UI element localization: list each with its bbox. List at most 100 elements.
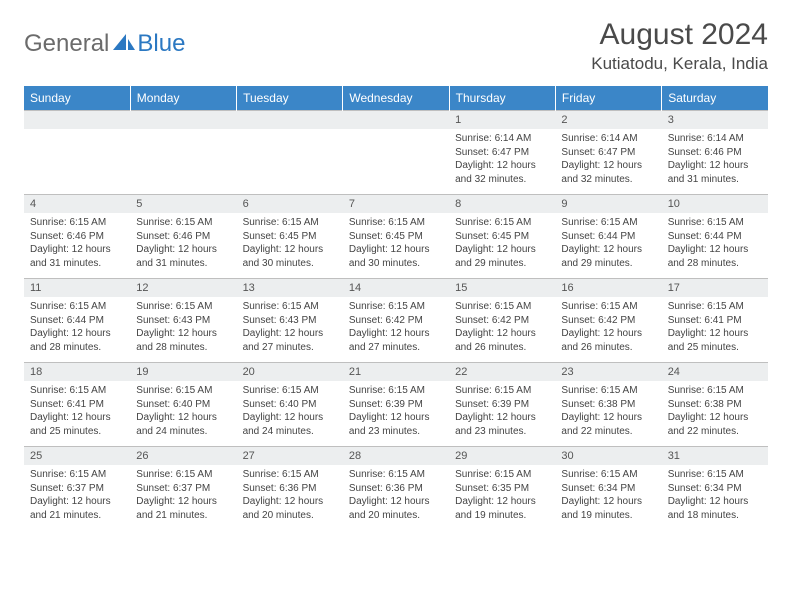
sunset-line: Sunset: 6:38 PM (668, 398, 762, 412)
day-number: 11 (24, 279, 130, 298)
sunset-line: Sunset: 6:37 PM (30, 482, 124, 496)
day-cell: Sunrise: 6:15 AMSunset: 6:40 PMDaylight:… (237, 381, 343, 447)
day-cell: Sunrise: 6:14 AMSunset: 6:46 PMDaylight:… (662, 129, 768, 195)
daylight-line: Daylight: 12 hours and 28 minutes. (668, 243, 762, 270)
day-cell: Sunrise: 6:15 AMSunset: 6:44 PMDaylight:… (24, 297, 130, 363)
daylight-line: Daylight: 12 hours and 29 minutes. (455, 243, 549, 270)
daylight-line: Daylight: 12 hours and 21 minutes. (136, 495, 230, 522)
daylight-line: Daylight: 12 hours and 29 minutes. (561, 243, 655, 270)
sunrise-line: Sunrise: 6:15 AM (561, 300, 655, 314)
sunrise-line: Sunrise: 6:15 AM (243, 468, 337, 482)
day-number: 24 (662, 363, 768, 382)
sunrise-line: Sunrise: 6:15 AM (30, 216, 124, 230)
day-body-row: Sunrise: 6:15 AMSunset: 6:44 PMDaylight:… (24, 297, 768, 363)
day-cell: Sunrise: 6:15 AMSunset: 6:46 PMDaylight:… (130, 213, 236, 279)
location: Kutiatodu, Kerala, India (591, 54, 768, 74)
day-number: 30 (555, 447, 661, 466)
dow-sun: Sunday (24, 86, 130, 111)
sunset-line: Sunset: 6:45 PM (243, 230, 337, 244)
sunset-line: Sunset: 6:34 PM (561, 482, 655, 496)
sunrise-line: Sunrise: 6:15 AM (243, 384, 337, 398)
daylight-line: Daylight: 12 hours and 25 minutes. (30, 411, 124, 438)
sunrise-line: Sunrise: 6:15 AM (243, 216, 337, 230)
sunset-line: Sunset: 6:34 PM (668, 482, 762, 496)
daylight-line: Daylight: 12 hours and 26 minutes. (455, 327, 549, 354)
day-number: 2 (555, 111, 661, 130)
brand-sail-icon (113, 32, 135, 57)
calendar-table: Sunday Monday Tuesday Wednesday Thursday… (24, 86, 768, 530)
day-cell: Sunrise: 6:15 AMSunset: 6:42 PMDaylight:… (449, 297, 555, 363)
day-number: 27 (237, 447, 343, 466)
daynum-row: 25262728293031 (24, 447, 768, 466)
sunset-line: Sunset: 6:36 PM (349, 482, 443, 496)
day-number: 8 (449, 195, 555, 214)
sunrise-line: Sunrise: 6:15 AM (668, 384, 762, 398)
day-cell: Sunrise: 6:15 AMSunset: 6:37 PMDaylight:… (130, 465, 236, 530)
day-number: 23 (555, 363, 661, 382)
sunset-line: Sunset: 6:47 PM (455, 146, 549, 160)
daylight-line: Daylight: 12 hours and 28 minutes. (30, 327, 124, 354)
day-cell: Sunrise: 6:15 AMSunset: 6:45 PMDaylight:… (449, 213, 555, 279)
sunrise-line: Sunrise: 6:15 AM (136, 216, 230, 230)
daylight-line: Daylight: 12 hours and 22 minutes. (668, 411, 762, 438)
sunset-line: Sunset: 6:39 PM (349, 398, 443, 412)
sunrise-line: Sunrise: 6:15 AM (136, 300, 230, 314)
daylight-line: Daylight: 12 hours and 30 minutes. (349, 243, 443, 270)
day-number: 25 (24, 447, 130, 466)
sunset-line: Sunset: 6:35 PM (455, 482, 549, 496)
sunset-line: Sunset: 6:36 PM (243, 482, 337, 496)
day-number: 13 (237, 279, 343, 298)
month-title: August 2024 (591, 18, 768, 52)
day-cell: Sunrise: 6:15 AMSunset: 6:37 PMDaylight:… (24, 465, 130, 530)
day-cell: Sunrise: 6:15 AMSunset: 6:44 PMDaylight:… (555, 213, 661, 279)
sunrise-line: Sunrise: 6:15 AM (561, 216, 655, 230)
dow-thu: Thursday (449, 86, 555, 111)
day-cell: Sunrise: 6:15 AMSunset: 6:34 PMDaylight:… (662, 465, 768, 530)
sunrise-line: Sunrise: 6:15 AM (668, 468, 762, 482)
day-number: 9 (555, 195, 661, 214)
daylight-line: Daylight: 12 hours and 22 minutes. (561, 411, 655, 438)
sunset-line: Sunset: 6:44 PM (561, 230, 655, 244)
sunset-line: Sunset: 6:46 PM (136, 230, 230, 244)
daylight-line: Daylight: 12 hours and 19 minutes. (561, 495, 655, 522)
brand-logo: General Blue (24, 30, 185, 58)
sunrise-line: Sunrise: 6:15 AM (668, 216, 762, 230)
sunrise-line: Sunrise: 6:15 AM (455, 300, 549, 314)
day-cell: Sunrise: 6:15 AMSunset: 6:38 PMDaylight:… (662, 381, 768, 447)
daylight-line: Daylight: 12 hours and 32 minutes. (455, 159, 549, 186)
daylight-line: Daylight: 12 hours and 24 minutes. (136, 411, 230, 438)
day-cell: Sunrise: 6:14 AMSunset: 6:47 PMDaylight:… (449, 129, 555, 195)
sunrise-line: Sunrise: 6:15 AM (668, 300, 762, 314)
sunset-line: Sunset: 6:43 PM (136, 314, 230, 328)
daylight-line: Daylight: 12 hours and 18 minutes. (668, 495, 762, 522)
day-number: 5 (130, 195, 236, 214)
sunrise-line: Sunrise: 6:15 AM (136, 468, 230, 482)
sunrise-line: Sunrise: 6:15 AM (455, 468, 549, 482)
day-body-row: Sunrise: 6:15 AMSunset: 6:37 PMDaylight:… (24, 465, 768, 530)
sunset-line: Sunset: 6:37 PM (136, 482, 230, 496)
sunset-line: Sunset: 6:38 PM (561, 398, 655, 412)
daylight-line: Daylight: 12 hours and 24 minutes. (243, 411, 337, 438)
sunrise-line: Sunrise: 6:15 AM (561, 384, 655, 398)
sunset-line: Sunset: 6:39 PM (455, 398, 549, 412)
day-body-row: Sunrise: 6:15 AMSunset: 6:41 PMDaylight:… (24, 381, 768, 447)
day-cell: Sunrise: 6:15 AMSunset: 6:45 PMDaylight:… (343, 213, 449, 279)
daylight-line: Daylight: 12 hours and 23 minutes. (455, 411, 549, 438)
day-number: 7 (343, 195, 449, 214)
sunset-line: Sunset: 6:40 PM (136, 398, 230, 412)
day-cell: Sunrise: 6:15 AMSunset: 6:46 PMDaylight:… (24, 213, 130, 279)
sunrise-line: Sunrise: 6:15 AM (349, 468, 443, 482)
daylight-line: Daylight: 12 hours and 20 minutes. (243, 495, 337, 522)
daylight-line: Daylight: 12 hours and 28 minutes. (136, 327, 230, 354)
day-number: 14 (343, 279, 449, 298)
day-cell (237, 129, 343, 195)
dow-tue: Tuesday (237, 86, 343, 111)
daylight-line: Daylight: 12 hours and 19 minutes. (455, 495, 549, 522)
sunset-line: Sunset: 6:41 PM (668, 314, 762, 328)
sunrise-line: Sunrise: 6:14 AM (561, 132, 655, 146)
daylight-line: Daylight: 12 hours and 23 minutes. (349, 411, 443, 438)
day-cell: Sunrise: 6:15 AMSunset: 6:39 PMDaylight:… (449, 381, 555, 447)
day-cell: Sunrise: 6:15 AMSunset: 6:39 PMDaylight:… (343, 381, 449, 447)
day-cell: Sunrise: 6:15 AMSunset: 6:36 PMDaylight:… (343, 465, 449, 530)
daylight-line: Daylight: 12 hours and 27 minutes. (349, 327, 443, 354)
